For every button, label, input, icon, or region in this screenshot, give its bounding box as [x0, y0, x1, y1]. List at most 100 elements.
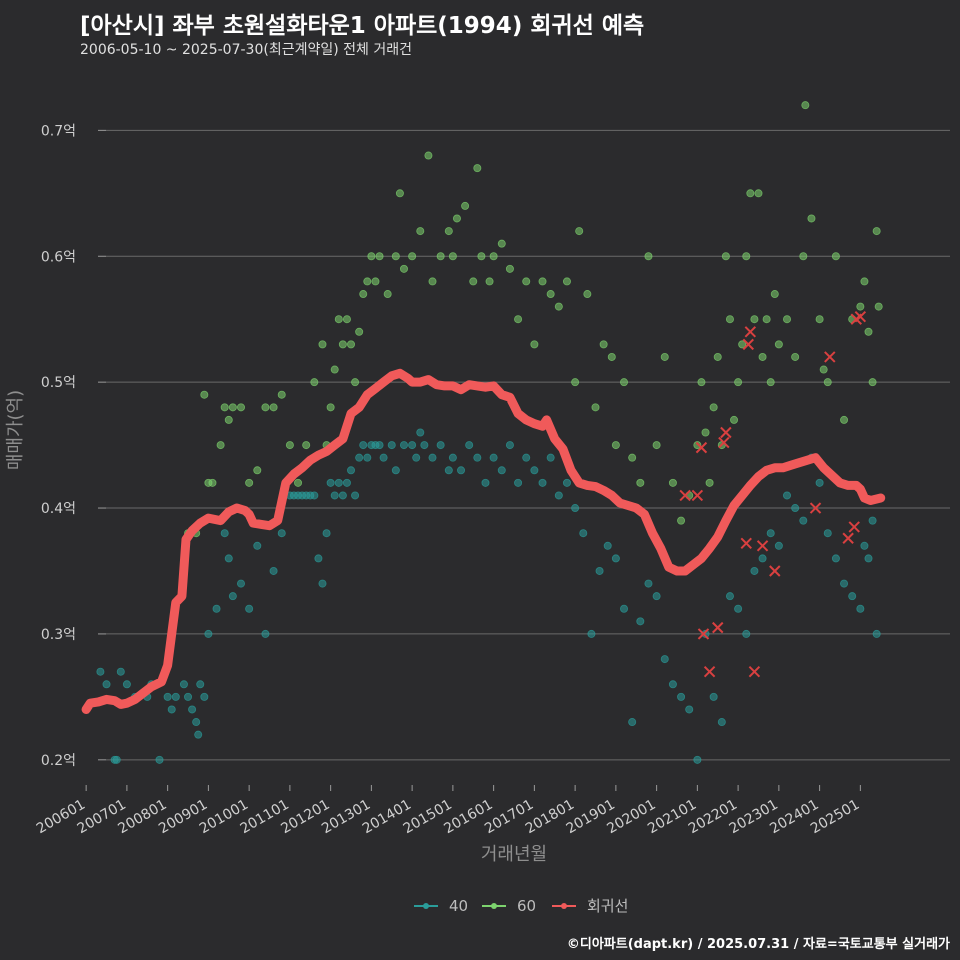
point-60-53	[505, 264, 514, 273]
point-40-27	[253, 541, 262, 550]
point-40-114	[848, 592, 857, 601]
point-60-39	[416, 227, 425, 236]
point-40-98	[717, 718, 726, 727]
point-60-7	[224, 415, 233, 424]
outlier-14	[809, 502, 822, 514]
point-40-44	[338, 491, 347, 500]
point-60-90	[746, 189, 755, 198]
outlier-stroke-b	[756, 540, 769, 552]
point-40-103	[758, 554, 767, 563]
point-40-84	[603, 541, 612, 550]
point-60-96	[770, 290, 779, 299]
outlier-stroke-b	[697, 628, 710, 640]
point-40-17	[194, 730, 203, 739]
point-60-18	[310, 378, 319, 387]
outlier-stroke-b	[848, 521, 860, 533]
point-60-8	[228, 403, 237, 412]
outlier-markers	[679, 310, 867, 678]
point-40-94	[685, 705, 694, 714]
point-40-72	[505, 441, 514, 450]
point-40-93	[677, 692, 686, 701]
outlier-stroke-b	[740, 537, 752, 549]
point-60-35	[391, 252, 400, 261]
point-40-59	[412, 453, 421, 462]
outlier-stroke-b	[679, 489, 691, 502]
y-tick-label-4: 0.6억	[41, 249, 76, 265]
outlier-stroke-b	[824, 351, 836, 363]
point-60-84	[721, 252, 730, 261]
outlier-stroke-b	[842, 532, 854, 544]
point-60-60	[562, 277, 571, 286]
point-60-94	[762, 315, 771, 324]
outlier-17	[848, 521, 860, 533]
point-40-91	[660, 655, 669, 664]
y-axis-ticks: 0.2억 0.3억 0.4억 0.5억 0.6억 0.7억	[41, 123, 106, 769]
outlier-stroke-b	[712, 621, 724, 634]
point-40-92	[668, 680, 677, 689]
point-60-92	[754, 189, 763, 198]
point-60-36	[395, 189, 404, 198]
point-40-30	[277, 529, 286, 538]
gridlines	[106, 129, 950, 761]
point-60-67	[611, 441, 620, 450]
point-60-19	[318, 340, 327, 349]
outlier-0	[679, 489, 691, 502]
point-40-86	[620, 604, 629, 613]
point-40-40	[322, 529, 331, 538]
legend: 40 60 회귀선	[414, 897, 628, 915]
point-40-71	[497, 466, 506, 475]
point-40-115	[856, 604, 865, 613]
point-40-79	[562, 478, 571, 487]
outlier-8	[740, 537, 752, 549]
point-40-55	[387, 441, 396, 450]
point-60-12	[261, 403, 270, 412]
outlier-stroke-b	[748, 665, 761, 678]
x-axis-ticks: 2006012007012008012009012010012011012012…	[34, 785, 862, 837]
point-60-4	[208, 478, 217, 487]
point-40-46	[347, 466, 356, 475]
point-60-82	[713, 352, 722, 361]
point-40-16	[192, 718, 201, 727]
legend-label-2: 회귀선	[587, 897, 628, 915]
point-40-54	[379, 453, 388, 462]
outlier-4	[703, 665, 716, 678]
y-tick-label-1: 0.3억	[41, 627, 76, 643]
outlier-stroke-b	[854, 310, 867, 323]
point-60-40	[424, 151, 433, 160]
point-40-58	[408, 441, 417, 450]
point-60-55	[522, 277, 531, 286]
point-40-81	[579, 529, 588, 538]
outlier-stroke-b	[744, 326, 757, 338]
point-60-45	[452, 214, 461, 223]
point-60-38	[408, 252, 417, 261]
point-60-93	[758, 352, 767, 361]
y-tick-label-5: 0.7억	[41, 123, 76, 139]
point-40-113	[840, 579, 849, 588]
point-40-14	[184, 692, 193, 701]
point-40-85	[611, 554, 620, 563]
point-40-57	[399, 441, 408, 450]
point-40-82	[587, 629, 596, 638]
point-60-51	[489, 252, 498, 261]
point-60-25	[342, 315, 351, 324]
point-60-56	[530, 340, 539, 349]
point-60-65	[599, 340, 608, 349]
point-60-32	[371, 277, 380, 286]
point-40-95	[693, 755, 702, 764]
point-60-98	[783, 315, 792, 324]
point-60-78	[697, 378, 706, 387]
point-40-0	[96, 667, 105, 676]
point-60-59	[554, 302, 563, 311]
point-60-28	[355, 327, 364, 336]
point-60-30	[363, 277, 372, 286]
point-40-76	[538, 478, 547, 487]
point-60-79	[701, 428, 710, 437]
point-60-13	[269, 403, 278, 412]
point-40-26	[245, 604, 254, 613]
y-axis-title: 매매가(억)	[5, 390, 26, 470]
point-60-31	[367, 252, 376, 261]
point-40-74	[522, 453, 531, 462]
legend-item-0: 40	[414, 897, 468, 915]
point-40-42	[330, 491, 339, 500]
